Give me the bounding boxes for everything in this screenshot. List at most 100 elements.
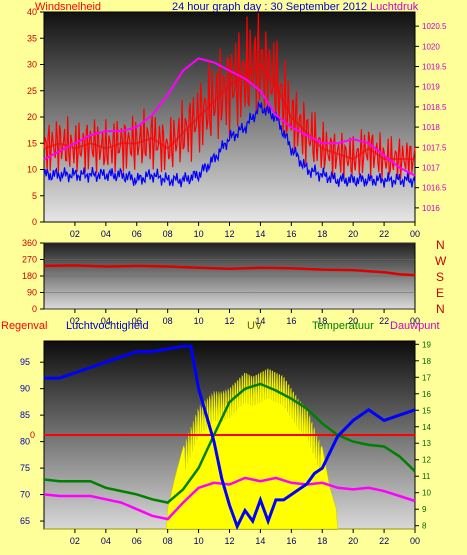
legend-regenval: Regenval	[1, 320, 48, 332]
wind-x-tick-label: 04	[101, 229, 111, 239]
pressure-axis-label: 1017	[422, 163, 440, 172]
direction-x-tick-label: 20	[348, 316, 358, 326]
direction-axis-label: 90	[27, 288, 37, 298]
direction-axis-label: 360	[22, 238, 37, 248]
pressure-axis-label: 1019	[422, 83, 440, 92]
humidity-x-tick-label: 18	[317, 536, 327, 546]
direction-axis-label: 0	[32, 304, 37, 314]
wind-x-tick-label: 06	[132, 229, 142, 239]
wind-x-tick-label: 18	[317, 229, 327, 239]
dewpoint-line	[43, 476, 416, 521]
direction-label-w: W	[435, 254, 447, 268]
temperature-axis-label: 16	[422, 390, 431, 399]
direction-x-tick-label: 04	[101, 316, 111, 326]
temperature-axis-label: 15	[422, 406, 431, 415]
direction-x-tick-label: 06	[132, 316, 142, 326]
humidity-x-tick-label: 16	[286, 536, 296, 546]
title-luchtdruk: Luchtdruk	[370, 1, 419, 13]
direction-label-e: E	[436, 286, 445, 300]
humidity-x-tick-label: 02	[70, 536, 80, 546]
direction-label-n-bottom: N	[436, 302, 445, 316]
pressure-axis-label: 1020	[422, 42, 440, 51]
legend-temperatuur: Temperatuur	[312, 320, 374, 332]
direction-x-tick-label: 16	[286, 316, 296, 326]
direction-x-tick-label: 18	[317, 316, 327, 326]
humidity-x-tick-label: 00	[410, 536, 420, 546]
temperature-axis-label: 13	[422, 439, 431, 448]
wind-gust-envelope-line	[43, 63, 415, 161]
title-windsnelheid: Windsnelheid	[35, 1, 102, 13]
temperature-axis-label: 19	[422, 340, 431, 349]
pressure-line	[43, 57, 416, 177]
temperature-axis-label: 14	[422, 423, 431, 432]
wind-axis-label: 10	[27, 165, 37, 175]
chart-title: 24 hour graph day : 30 September 2012	[172, 1, 368, 13]
wind-axis-label: 20	[27, 112, 37, 122]
direction-axis-label: 180	[22, 271, 37, 281]
wind-direction-line	[43, 264, 416, 277]
wind-axis-label: 40	[27, 7, 37, 17]
legend-dauwpunt: Dauwpunt	[390, 320, 440, 332]
rain-axis-label: 0	[30, 430, 35, 440]
direction-x-tick-label: 14	[255, 316, 265, 326]
temperature-axis-label: 8	[422, 522, 427, 531]
temperature-axis-label: 17	[422, 373, 431, 382]
temperature-axis-label: 10	[422, 489, 431, 498]
temperature-line	[43, 382, 416, 504]
wind-x-tick-label: 22	[379, 229, 389, 239]
wind-x-tick-label: 02	[70, 229, 80, 239]
pressure-axis-label: 1020.5	[422, 22, 447, 31]
wind-x-tick-label: 08	[163, 229, 173, 239]
humidity-x-tick-label: 06	[132, 536, 142, 546]
pressure-axis-label: 1016.5	[422, 184, 447, 193]
temperature-axis-label: 11	[422, 472, 431, 481]
wind-axis-label: 30	[27, 60, 37, 70]
wind-average-line	[43, 100, 416, 188]
wind-axis-label: 15	[27, 138, 37, 148]
humidity-line	[44, 344, 416, 531]
legend-luchtvochtigheid: Luchtvochtigheid	[66, 320, 149, 332]
pressure-axis-label: 1016	[422, 204, 440, 213]
direction-label-n-top: N	[436, 238, 445, 252]
wind-x-tick-label: 10	[194, 229, 204, 239]
pressure-axis-label: 1018	[422, 123, 440, 132]
direction-axis-label: 270	[22, 255, 37, 265]
humidity-axis-label: 75	[20, 463, 30, 473]
temperature-axis-label: 12	[422, 456, 431, 465]
wind-axis-label: 5	[32, 191, 37, 201]
humidity-x-tick-label: 14	[255, 536, 265, 546]
wind-axis-label: 25	[27, 86, 37, 96]
direction-x-tick-label: 22	[379, 316, 389, 326]
humidity-axis-label: 85	[20, 410, 30, 420]
wind-axis-label: 35	[27, 33, 37, 43]
direction-x-tick-label: 10	[194, 316, 204, 326]
temperature-axis-label: 18	[422, 357, 431, 366]
pressure-axis-label: 1017.5	[422, 143, 447, 152]
direction-x-tick-label: 12	[224, 316, 234, 326]
pressure-axis-label: 1018.5	[422, 103, 447, 112]
humidity-axis-label: 65	[20, 516, 30, 526]
humidity-x-tick-label: 08	[163, 536, 173, 546]
humidity-x-tick-label: 10	[194, 536, 204, 546]
direction-x-tick-label: 02	[70, 316, 80, 326]
humidity-axis-label: 70	[20, 490, 30, 500]
direction-x-tick-label: 08	[163, 316, 173, 326]
direction-label-s: S	[436, 270, 445, 284]
wind-axis-label: 0	[32, 217, 37, 227]
wind-x-tick-label: 16	[286, 229, 296, 239]
humidity-x-tick-label: 12	[224, 536, 234, 546]
humidity-x-tick-label: 04	[101, 536, 111, 546]
humidity-axis-label: 90	[20, 384, 30, 394]
humidity-axis-label: 95	[20, 357, 30, 367]
humidity-x-tick-label: 22	[379, 536, 389, 546]
direction-x-tick-label: 00	[410, 316, 420, 326]
legend-uv: UV	[247, 320, 263, 332]
wind-x-tick-label: 00	[410, 229, 420, 239]
humidity-axis-label: 80	[20, 437, 30, 447]
temperature-axis-label: 9	[422, 505, 427, 514]
wind-x-tick-label: 14	[255, 229, 265, 239]
wind-x-tick-label: 12	[224, 229, 234, 239]
pressure-axis-label: 1019.5	[422, 63, 447, 72]
humidity-x-tick-label: 20	[348, 536, 358, 546]
